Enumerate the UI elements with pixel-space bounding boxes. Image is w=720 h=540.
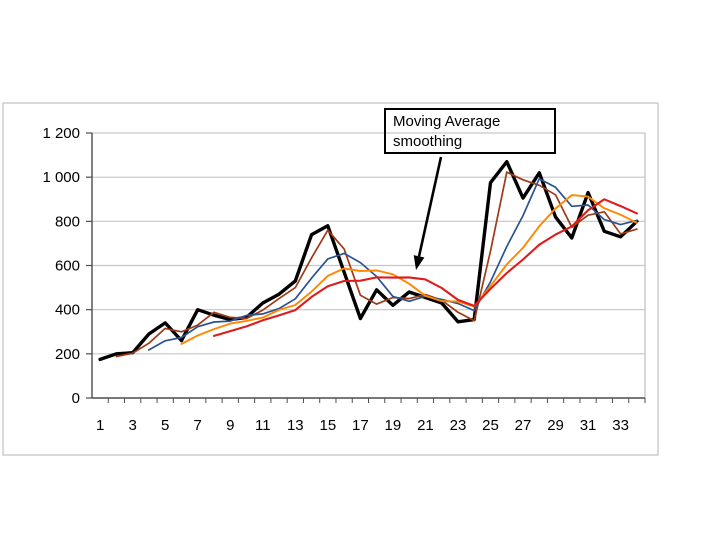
x-axis-label: 27 <box>515 417 532 434</box>
x-axis-label: 15 <box>319 417 336 434</box>
y-axis-label: 0 <box>72 390 80 407</box>
series-line-moving-average-4 <box>148 177 638 351</box>
x-axis-label: 29 <box>547 417 564 434</box>
series-line-moving-average-8 <box>212 198 638 337</box>
y-axis-label: 200 <box>55 346 80 363</box>
y-axis-label: 800 <box>55 213 80 230</box>
y-axis-label: 1 000 <box>42 169 80 186</box>
x-axis-label: 23 <box>450 417 467 434</box>
x-axis-label: 7 <box>194 417 202 434</box>
x-axis-label: 17 <box>352 417 369 434</box>
series-line-actual-data <box>98 159 639 362</box>
x-axis-label: 33 <box>612 417 629 434</box>
x-axis-label: 19 <box>385 417 402 434</box>
annotation-text-line1: Moving Average <box>393 113 501 130</box>
y-axis-label: 400 <box>55 302 80 319</box>
annotation-arrow-head <box>413 255 425 270</box>
x-axis-label: 5 <box>161 417 169 434</box>
x-axis-label: 11 <box>255 417 271 434</box>
series-line-moving-average-6 <box>180 194 638 345</box>
annotation-text-line2: smoothing <box>393 133 463 150</box>
y-axis-label: 1 200 <box>42 125 80 142</box>
x-axis-label: 3 <box>128 417 136 434</box>
y-axis-label: 600 <box>55 258 80 275</box>
x-axis-label: 31 <box>580 417 597 434</box>
series-line-moving-average-2 <box>115 171 638 358</box>
annotation-box: Moving Average smoothing <box>384 108 556 154</box>
x-axis-label: 25 <box>482 417 499 434</box>
x-axis-label: 1 <box>96 417 104 434</box>
x-axis-label: 9 <box>226 417 234 434</box>
annotation-arrow-shaft <box>417 156 443 257</box>
x-axis-label: 21 <box>417 417 434 434</box>
x-axis-label: 13 <box>287 417 304 434</box>
chart-frame <box>2 102 659 456</box>
